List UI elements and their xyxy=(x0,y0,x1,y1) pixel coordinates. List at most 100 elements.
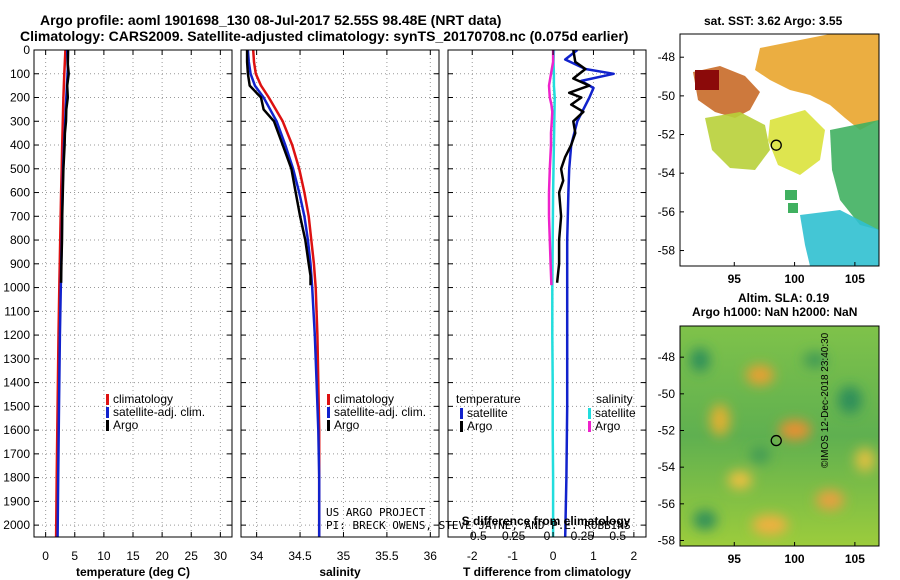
y-tick-label: 100 xyxy=(10,67,30,81)
sst-patch-sw xyxy=(785,190,797,200)
legend-temperature-label: climatology xyxy=(113,392,173,406)
x-tick-label-temperature: 0 xyxy=(42,549,49,563)
sst-map-axes: 95 100 105 -48 -50 -52 -54 -56 -58 xyxy=(658,33,880,286)
x-axis-label-temperature: temperature (deg C) xyxy=(76,565,190,579)
sst-map-y-tick-label: -52 xyxy=(658,128,676,142)
legend-salinity-swatch xyxy=(327,420,330,431)
sst-patch-north xyxy=(755,34,879,130)
y-tick-label: 1400 xyxy=(3,376,30,390)
legend-temperature-label: satellite-adj. clim. xyxy=(113,405,205,419)
series-climatology xyxy=(54,50,67,537)
legend-temperature-swatch xyxy=(106,420,109,431)
diff-s-tick-label: 0.25 xyxy=(571,529,595,543)
sla-map-x-tick-label: 100 xyxy=(785,552,805,566)
sla-blob-11 xyxy=(855,448,875,472)
diff-s-tick-label: 0 xyxy=(544,529,551,543)
sst-map-x-tick-label: 100 xyxy=(785,272,805,286)
sla-map-argo-marker xyxy=(770,434,782,447)
diff-legend-temperature-label: satellite xyxy=(467,406,508,420)
sla-map-y-tick-label: -48 xyxy=(658,350,676,364)
sst-map-y-tick-label: -48 xyxy=(658,50,676,64)
series-salinity-argo xyxy=(547,50,555,286)
sla-map-y-tick-label: -56 xyxy=(658,497,676,511)
sst-map-y-tick-label: -56 xyxy=(658,205,676,219)
diff-legend-salinity-label: satellite xyxy=(595,406,636,420)
sst-patch-south xyxy=(800,210,879,266)
sst-map-y-tick-label: -50 xyxy=(658,89,676,103)
figure-title-line1: Argo profile: aoml 1901698_130 08-Jul-20… xyxy=(40,12,502,28)
legend-salinity-label: Argo xyxy=(334,418,360,432)
x-tick-label-temperature: 25 xyxy=(185,549,199,563)
y-tick-label: 1800 xyxy=(3,471,30,485)
diff-legend-temperature-label: Argo xyxy=(467,419,493,433)
sst-map-x-tick-label: 95 xyxy=(728,272,742,286)
x-tick-label-salinity: 35.5 xyxy=(375,549,399,563)
y-tick-label: 300 xyxy=(10,114,30,128)
diff-legend-temperature-swatch xyxy=(460,421,463,432)
y-tick-label: 1700 xyxy=(3,447,30,461)
sla-blob-6 xyxy=(838,386,862,414)
legend-salinity-label: satellite-adj. clim. xyxy=(334,405,426,419)
credit-line2: PI: BRECK OWENS, STEVE JAYNE, AND P.E. R… xyxy=(326,519,631,532)
y-tick-label: 0 xyxy=(23,43,30,57)
diff-s-tick-label: -0.25 xyxy=(498,529,526,543)
credit-line1: US ARGO PROJECT xyxy=(326,506,426,519)
diff-legend-salinity-label: Argo xyxy=(595,419,621,433)
legend-salinity-swatch xyxy=(327,407,330,418)
y-tick-label: 1600 xyxy=(3,423,30,437)
x-tick-label-difference: -2 xyxy=(467,549,478,563)
y-tick-label: 400 xyxy=(10,138,30,152)
sst-patch-east xyxy=(830,120,879,230)
sst-patch-west xyxy=(705,112,770,170)
sst-map-y-tick-label: -54 xyxy=(658,166,676,180)
sst-map-field xyxy=(680,34,879,266)
sla-blob-7 xyxy=(690,348,710,372)
legend-salinity-label: climatology xyxy=(334,392,394,406)
sst-patch-dark xyxy=(695,70,719,90)
diff-legend-salinity-swatch xyxy=(588,421,591,432)
sla-blob-5 xyxy=(816,490,844,510)
x-tick-label-temperature: 30 xyxy=(214,549,228,563)
y-tick-label: 900 xyxy=(10,257,30,271)
sst-patch-center xyxy=(768,110,825,175)
y-tick-label: 200 xyxy=(10,91,30,105)
sla-blob-4 xyxy=(728,471,752,489)
series-salinity-satellite xyxy=(551,50,556,537)
panel-difference: -2 -1 0 1 2T difference from climatology xyxy=(447,49,647,579)
sla-map-y-tick-label: -54 xyxy=(658,460,676,474)
legend-salinity-swatch xyxy=(327,394,330,405)
x-tick-label-difference: -1 xyxy=(507,549,518,563)
y-tick-label: 600 xyxy=(10,186,30,200)
watermark: ©IMOS 12-Dec-2018 23:40:30 xyxy=(820,332,831,468)
x-tick-label-salinity: 35 xyxy=(337,549,351,563)
diff-legend-temperature-swatch xyxy=(460,408,463,419)
x-tick-label-difference: 0 xyxy=(550,549,557,563)
y-tick-label: 1000 xyxy=(3,281,30,295)
x-axis-label-salinity: salinity xyxy=(319,565,361,579)
sla-map-x-tick-label: 95 xyxy=(728,552,742,566)
sla-blob-10 xyxy=(693,510,717,530)
series-argo xyxy=(59,50,70,283)
axes-frame-difference xyxy=(447,49,647,538)
y-tick-label: 1500 xyxy=(3,399,30,413)
series-argo xyxy=(245,50,312,286)
series-group-difference xyxy=(547,50,615,537)
y-tick-label: 500 xyxy=(10,162,30,176)
figure-title-line2: Climatology: CARS2009. Satellite-adjuste… xyxy=(20,28,629,44)
x-tick-label-temperature: 15 xyxy=(126,549,140,563)
sla-blob-8 xyxy=(752,515,788,535)
x-tick-label-temperature: 5 xyxy=(71,549,78,563)
sst-map-x-tick-label: 105 xyxy=(845,272,865,286)
y-tick-label: 700 xyxy=(10,209,30,223)
y-tick-label: 1300 xyxy=(3,352,30,366)
sst-patch-sw2 xyxy=(788,203,798,213)
sla-map-subtitle: Argo h1000: NaN h2000: NaN xyxy=(692,305,858,319)
series-group-temperature xyxy=(54,50,70,537)
sla-map-field xyxy=(680,326,879,546)
y-tick-label: 800 xyxy=(10,233,30,247)
diff-s-tick-label: -0.5 xyxy=(466,529,487,543)
sst-map-argo-marker xyxy=(770,139,782,151)
sla-map-frame xyxy=(679,325,880,547)
axes-frame-salinity xyxy=(240,49,440,538)
series-climatology xyxy=(251,50,321,537)
